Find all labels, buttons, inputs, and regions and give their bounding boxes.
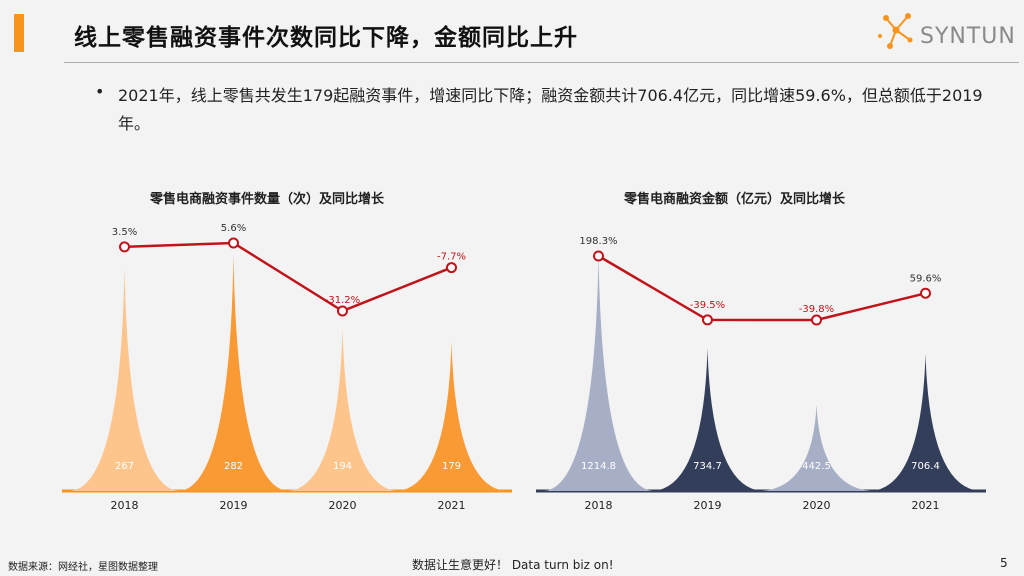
- growth-line: [124, 241, 452, 313]
- bar-2018: [70, 267, 179, 491]
- x-tick-label: 2019: [694, 499, 722, 512]
- bar-value-label: 442.5: [802, 461, 831, 472]
- bar-2018: [544, 255, 653, 491]
- page-number: 5: [1000, 556, 1008, 570]
- bar-2020: [762, 405, 871, 491]
- growth-point: [920, 287, 931, 299]
- x-tick-label: 2020: [803, 499, 831, 512]
- growth-label: -7.7%: [437, 252, 466, 263]
- logo-text: SYNTUN: [920, 24, 1016, 49]
- chart-title-count: 零售电商融资事件数量（次）及同比增长: [150, 192, 385, 207]
- page-title: 线上零售融资事件次数同比下降，金额同比上升: [74, 25, 578, 51]
- bar-2020: [288, 328, 397, 491]
- growth-point: [702, 314, 713, 326]
- x-tick-label: 2019: [220, 499, 248, 512]
- bar-2021: [397, 341, 506, 491]
- bar-2021: [871, 353, 980, 491]
- growth-point: [119, 241, 130, 253]
- bar-value-label: 194: [333, 461, 352, 472]
- bar-value-label: 734.7: [693, 461, 722, 472]
- bar-value-label: 267: [115, 461, 134, 472]
- bar-value-label: 706.4: [911, 461, 940, 472]
- footer-slogan: 数据让生意更好！ Data turn biz on!: [412, 558, 614, 572]
- bar-value-label: 179: [442, 461, 461, 472]
- x-tick-label: 2018: [111, 499, 139, 512]
- x-tick-label: 2021: [438, 499, 466, 512]
- bar-2019: [179, 255, 288, 491]
- chart-count: 267 2018 282 2019 194 2020 179 2021 3.5% 5.6% -31.…: [62, 223, 512, 512]
- title-divider: [64, 62, 1019, 63]
- growth-line: [597, 254, 926, 322]
- bar-value-label: 282: [224, 461, 243, 472]
- growth-point: [593, 250, 604, 262]
- summary-text: 2021年，线上零售共发生179起融资事件，增速同比下降；融资金额共计706.4…: [118, 86, 983, 133]
- growth-label: -31.2%: [325, 295, 360, 306]
- growth-label: 3.5%: [112, 227, 137, 238]
- growth-point: [811, 314, 822, 326]
- bar-2019: [653, 348, 762, 491]
- bullet-symbol: •: [95, 82, 105, 101]
- x-tick-label: 2018: [585, 499, 613, 512]
- chart-amount: 1214.8 2018 734.7 2019 442.5 2020 706.4 2021 198…: [536, 236, 986, 512]
- growth-point: [228, 237, 239, 249]
- data-source: 数据来源：网经社，星图数据整理: [8, 562, 158, 573]
- growth-label: -39.8%: [799, 304, 834, 315]
- x-tick-label: 2020: [329, 499, 357, 512]
- growth-point: [337, 305, 348, 317]
- syntun-logo-icon: [878, 13, 913, 49]
- growth-label: 5.6%: [221, 223, 246, 234]
- growth-label: 59.6%: [910, 273, 942, 284]
- x-tick-label: 2021: [912, 499, 940, 512]
- growth-label: -39.5%: [690, 300, 725, 311]
- bar-value-label: 1214.8: [581, 461, 616, 472]
- growth-point: [446, 262, 457, 274]
- chart-title-amount: 零售电商融资金额（亿元）及同比增长: [624, 192, 846, 207]
- title-accent-bar: [14, 14, 24, 52]
- growth-label: 198.3%: [579, 236, 617, 247]
